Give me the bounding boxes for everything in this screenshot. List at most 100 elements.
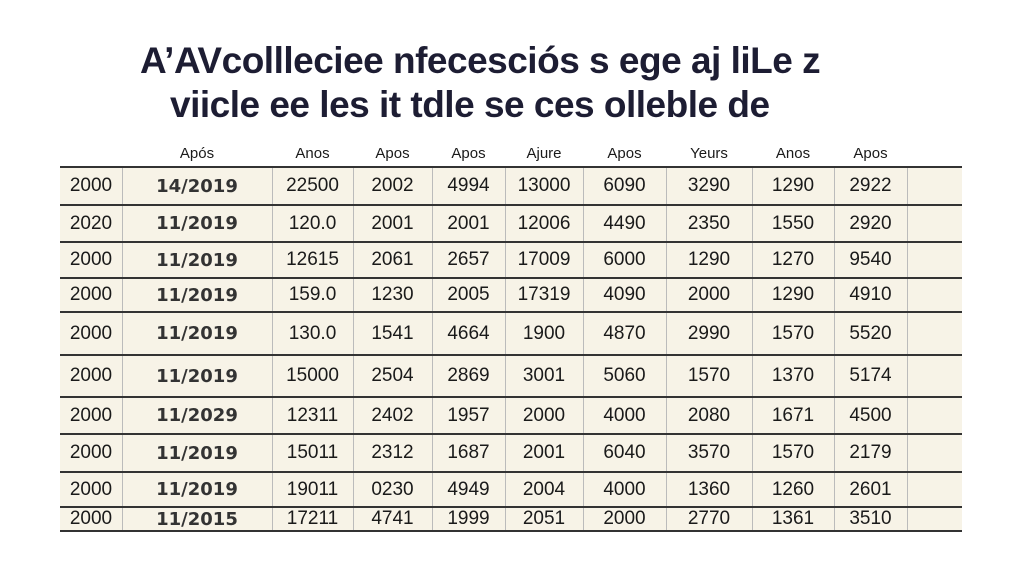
row-divider — [60, 311, 962, 313]
table-cell: 2000 — [69, 365, 113, 386]
table-cell: 2920 — [849, 212, 892, 234]
table-background — [60, 167, 962, 531]
row-divider — [60, 204, 962, 206]
table-cell: 2001 — [371, 212, 414, 234]
table-cell: 1230 — [371, 284, 414, 305]
table-cell: 159.0 — [288, 284, 337, 305]
table-cell: 4994 — [447, 175, 490, 196]
table-cell: 6090 — [603, 175, 646, 196]
table-cell: 1687 — [447, 442, 490, 463]
table-cell: 2504 — [371, 365, 414, 386]
table-cell: 5174 — [849, 365, 892, 386]
table-cell: 2402 — [371, 404, 414, 426]
table-cell: 1999 — [447, 508, 490, 529]
row-divider — [60, 277, 962, 279]
table-cell: 3510 — [849, 508, 892, 529]
table-cell: 9540 — [849, 249, 892, 270]
table-cell: 1671 — [771, 404, 815, 426]
table-cell: 5520 — [849, 322, 892, 344]
table-cell: 3290 — [687, 175, 731, 196]
column-divider — [583, 167, 584, 531]
table-cell: 1957 — [447, 404, 490, 426]
table-cell: 15011 — [286, 442, 339, 463]
table-cell: 2020 — [69, 212, 113, 234]
table-cell: 130.0 — [288, 322, 337, 344]
table-cell: 2001 — [447, 212, 490, 234]
table-cell: 120.0 — [288, 212, 337, 234]
column-divider — [353, 167, 354, 531]
column-header: Anos — [775, 144, 811, 162]
column-divider — [834, 167, 835, 531]
row-divider — [60, 354, 962, 356]
table-cell: 1360 — [687, 478, 731, 500]
table-cell: 1900 — [522, 322, 566, 344]
table-cell: 4949 — [447, 478, 490, 500]
column-header: Após — [179, 144, 215, 162]
table-cell: 2002 — [371, 175, 414, 196]
title-line: A’AVcollleciee nfecesciós s ege aj liLe … — [140, 40, 821, 81]
table-cell: 2869 — [447, 365, 490, 386]
table-cell: 17319 — [517, 284, 571, 305]
table-cell: 2001 — [522, 442, 566, 463]
table-cell: 4910 — [849, 284, 892, 305]
table-cell: 2350 — [687, 212, 731, 234]
table-cell: 2770 — [687, 508, 731, 529]
table-cell: 2080 — [687, 404, 731, 426]
table-cell: 15000 — [286, 365, 339, 386]
title-line: viicle ee les it tdle se ces olleble de — [170, 84, 770, 125]
row-divider — [60, 530, 962, 532]
table-cell: 2061 — [371, 249, 414, 270]
table-cell: 1361 — [771, 508, 815, 529]
table-cell: 19011 — [286, 478, 339, 500]
table-cell: 11/2019 — [156, 284, 238, 306]
row-divider — [60, 166, 962, 168]
table-cell: 12311 — [286, 404, 339, 426]
table-cell: 2000 — [69, 249, 113, 270]
column-divider — [122, 167, 123, 531]
table-cell: 4870 — [603, 322, 646, 344]
table-cell: 1270 — [771, 249, 815, 270]
column-divider — [432, 167, 433, 531]
table-cell: 2601 — [849, 478, 892, 500]
row-divider — [60, 433, 962, 435]
table-cell: 2000 — [69, 508, 113, 529]
table-cell: 2004 — [522, 478, 566, 500]
table-cell: 4000 — [603, 404, 646, 426]
table-cell: 11/2029 — [156, 405, 238, 426]
table-cell: 2000 — [687, 284, 731, 305]
row-divider — [60, 506, 962, 508]
table-cell: 2000 — [69, 175, 113, 196]
table-cell: 2000 — [69, 284, 113, 305]
table-cell: 3001 — [522, 365, 566, 386]
table-cell: 4741 — [371, 508, 414, 529]
column-divider — [666, 167, 667, 531]
row-divider — [60, 396, 962, 398]
table-cell: 2312 — [371, 442, 414, 463]
column-divider — [272, 167, 273, 531]
column-header: Anos — [295, 144, 330, 162]
table-cell: 1290 — [771, 175, 815, 196]
table-cell: 17009 — [517, 249, 571, 270]
table-cell: 2000 — [522, 404, 566, 426]
row-divider — [60, 241, 962, 243]
table-cell: 22500 — [286, 175, 339, 196]
table-cell: 1541 — [371, 322, 414, 344]
table-cell: 3570 — [687, 442, 731, 463]
table-cell: 11/2015 — [156, 508, 238, 530]
table-cell: 5060 — [603, 365, 646, 386]
table-cell: 11/2019 — [156, 365, 238, 387]
column-divider — [907, 167, 908, 531]
table-cell: 2000 — [69, 322, 113, 344]
table-cell: 11/2019 — [156, 442, 238, 464]
table-cell: 4664 — [447, 322, 490, 344]
table-cell: 1260 — [771, 478, 815, 500]
column-header: Apos — [451, 144, 486, 162]
table-cell: 4090 — [603, 284, 646, 305]
column-divider — [752, 167, 753, 531]
column-divider — [505, 167, 506, 531]
table-cell: 2179 — [849, 442, 892, 463]
table-cell: 1570 — [687, 365, 731, 386]
table-cell: 11/2019 — [156, 323, 238, 344]
table-cell: 0230 — [371, 478, 414, 500]
